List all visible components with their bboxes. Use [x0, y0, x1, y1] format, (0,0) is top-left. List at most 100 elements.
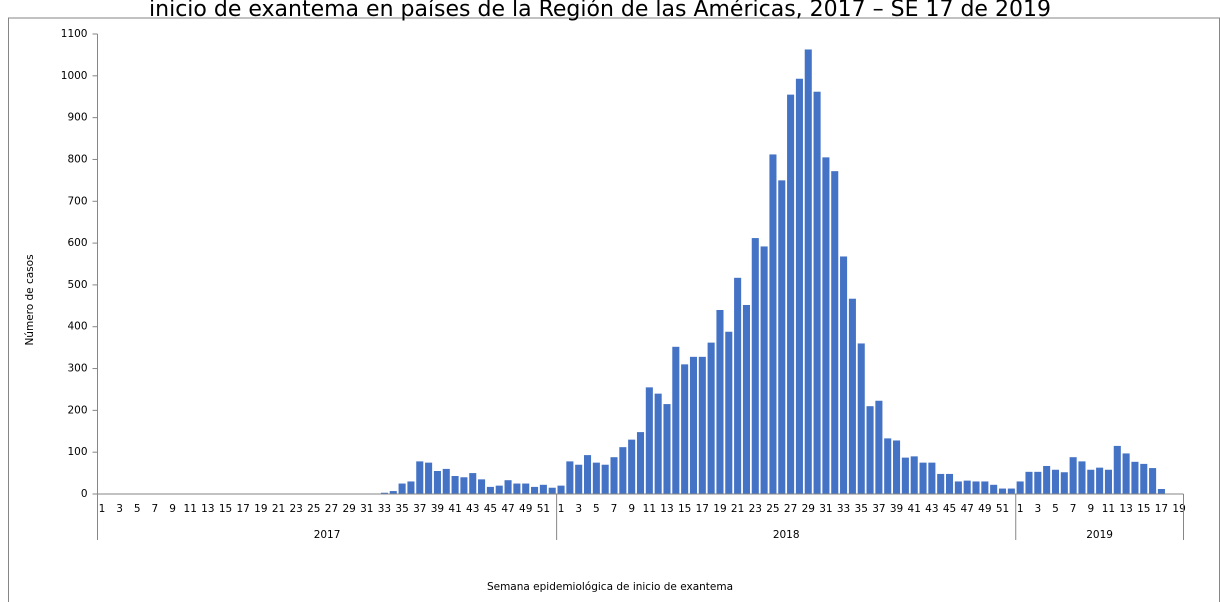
bar — [636, 432, 645, 494]
bar — [1157, 488, 1165, 494]
y-tick-label: 200 — [67, 404, 87, 416]
y-tick-label: 300 — [67, 363, 87, 375]
bar — [486, 486, 494, 494]
bar — [628, 439, 636, 494]
bar — [919, 462, 927, 494]
bar — [460, 477, 468, 494]
x-tick-label: 19 — [713, 503, 726, 515]
x-tick-label: 41 — [448, 503, 461, 515]
bar — [893, 440, 901, 494]
x-tick-label: 49 — [978, 503, 991, 515]
bar — [548, 487, 556, 494]
bar — [610, 457, 618, 494]
bar — [875, 400, 883, 494]
x-tick-label: 5 — [1052, 503, 1059, 515]
y-tick-label: 800 — [67, 153, 87, 165]
x-tick-label: 17 — [1155, 503, 1168, 515]
y-tick-label: 700 — [67, 195, 87, 207]
y-tick-label: 500 — [67, 279, 87, 291]
bar — [716, 310, 724, 494]
x-tick-label: 13 — [1119, 503, 1132, 515]
bar — [645, 387, 653, 494]
bar — [998, 488, 1007, 494]
x-tick-label: 11 — [1102, 503, 1115, 515]
bar — [1078, 461, 1086, 494]
bar — [442, 468, 450, 494]
bar — [1069, 457, 1077, 494]
x-tick-label: 37 — [413, 503, 426, 515]
x-tick-label: 21 — [272, 503, 285, 515]
bar — [751, 238, 759, 494]
x-tick-label: 27 — [325, 503, 338, 515]
bar — [990, 484, 998, 494]
x-tick-label: 11 — [184, 503, 197, 515]
bar — [1007, 488, 1015, 494]
y-tick-label: 400 — [67, 321, 87, 333]
x-tick-label: 13 — [660, 503, 673, 515]
x-tick-label: 51 — [537, 503, 550, 515]
bar — [742, 304, 750, 494]
bar — [972, 481, 980, 494]
x-tick-label: 35 — [395, 503, 408, 515]
bar — [1122, 453, 1130, 494]
x-tick-label: 47 — [501, 503, 514, 515]
bar — [1113, 445, 1121, 494]
bar — [689, 356, 698, 494]
bar — [592, 462, 600, 494]
x-tick-label: 3 — [116, 503, 123, 515]
bar — [698, 356, 706, 494]
bar — [1060, 472, 1068, 494]
bar — [725, 331, 733, 494]
bar — [425, 462, 433, 494]
x-tick-label: 21 — [731, 503, 744, 515]
bar — [513, 483, 521, 494]
bar — [451, 476, 459, 494]
x-tick-label: 3 — [1034, 503, 1041, 515]
bar — [504, 480, 512, 494]
bar — [1104, 469, 1112, 494]
bar — [1131, 461, 1139, 494]
x-tick-label: 1 — [99, 503, 106, 515]
bar — [937, 473, 945, 494]
x-tick-label: 35 — [855, 503, 868, 515]
x-tick-label: 15 — [678, 503, 691, 515]
y-tick-label: 1000 — [61, 70, 88, 82]
bar — [601, 464, 609, 494]
bar — [433, 471, 441, 494]
x-tick-label: 45 — [484, 503, 497, 515]
x-tick-label: 1 — [558, 503, 565, 515]
bar — [495, 485, 503, 494]
bar — [1016, 481, 1024, 494]
bar — [380, 492, 388, 494]
x-tick-label: 31 — [819, 503, 832, 515]
x-tick-label: 29 — [802, 503, 815, 515]
x-tick-label: 49 — [519, 503, 532, 515]
x-tick-label: 15 — [219, 503, 232, 515]
bar — [945, 473, 954, 494]
y-tick-label: 0 — [81, 488, 88, 500]
y-axis-label: Número de casos — [24, 254, 36, 345]
x-tick-label: 27 — [784, 503, 797, 515]
x-tick-label: 39 — [431, 503, 444, 515]
x-tick-label: 3 — [575, 503, 582, 515]
chart-title: inicio de exantema en países de la Regió… — [149, 0, 1051, 22]
bar — [663, 404, 671, 494]
bar — [866, 406, 874, 494]
bar — [654, 393, 662, 494]
bar — [398, 483, 406, 494]
y-tick-label: 600 — [67, 237, 87, 249]
bar — [407, 481, 415, 494]
bar — [963, 480, 971, 494]
bar — [848, 298, 856, 494]
y-tick-label: 100 — [67, 446, 87, 458]
bar — [707, 342, 715, 494]
x-tick-label: 23 — [289, 503, 302, 515]
bar — [557, 485, 565, 494]
bar — [672, 346, 680, 494]
x-tick-label: 5 — [593, 503, 600, 515]
x-tick-label: 43 — [466, 503, 479, 515]
bar — [539, 484, 547, 494]
x-tick-label: 9 — [169, 503, 176, 515]
bar — [619, 447, 627, 494]
x-tick-label: 9 — [1087, 503, 1094, 515]
